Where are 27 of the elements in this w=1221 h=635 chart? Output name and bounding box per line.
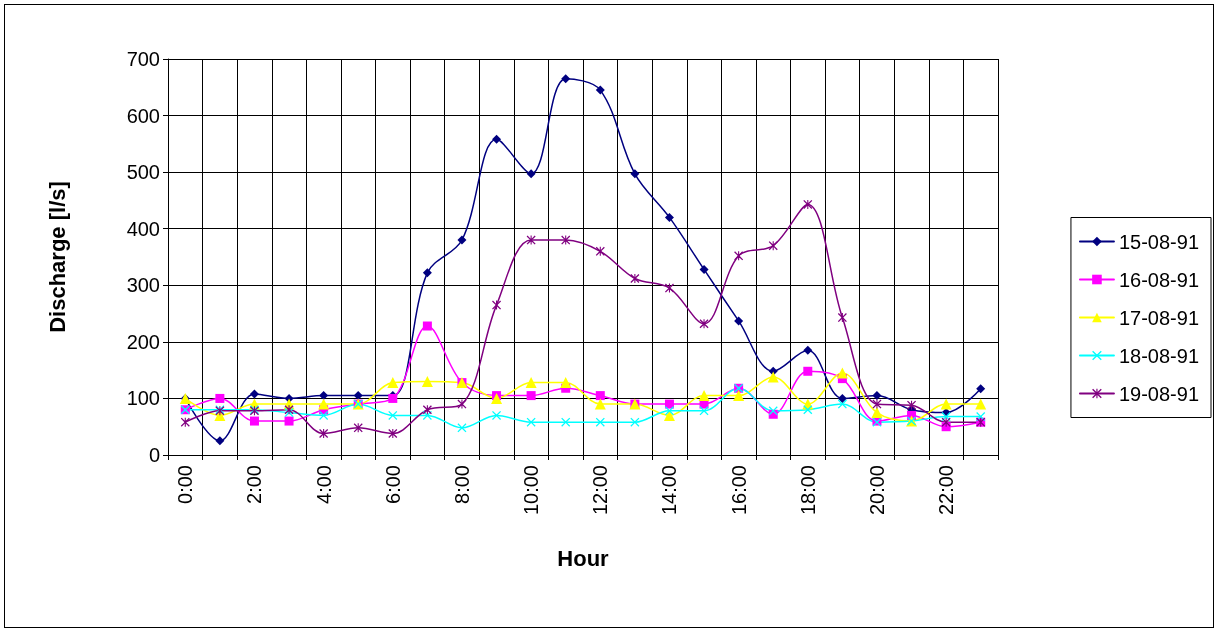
y-tick-label: 400 <box>126 217 160 240</box>
x-tick-label: 0:00 <box>174 465 197 504</box>
y-tick-label: 500 <box>126 161 160 184</box>
y-tick-label: 0 <box>148 444 160 466</box>
x-tick-label: 16:00 <box>727 465 750 516</box>
x-axis-title: Hour <box>557 545 610 571</box>
legend-label: 16-08-91 <box>1118 268 1199 291</box>
x-tick-label: 6:00 <box>381 465 404 504</box>
legend-label: 18-08-91 <box>1118 344 1199 367</box>
x-tick-label: 4:00 <box>312 465 335 504</box>
y-tick-label: 100 <box>126 387 160 410</box>
x-tick-label: 14:00 <box>658 465 681 516</box>
x-tick-label: 2:00 <box>243 465 266 504</box>
legend-label: 15-08-91 <box>1118 230 1199 253</box>
y-tick-label: 700 <box>126 48 160 70</box>
x-tick-label: 18:00 <box>796 465 819 516</box>
x-tick-label: 20:00 <box>865 465 888 516</box>
y-axis-title: Discharge [l/s] <box>44 181 70 333</box>
y-tick-label: 600 <box>126 104 160 127</box>
legend-label: 19-08-91 <box>1118 382 1199 405</box>
x-tick-label: 22:00 <box>935 465 958 516</box>
x-tick-label: 12:00 <box>589 465 612 516</box>
y-tick-label: 300 <box>126 274 160 297</box>
x-tick-label: 8:00 <box>450 465 473 504</box>
y-tick-label: 200 <box>126 330 160 353</box>
x-tick-label: 10:00 <box>520 465 543 516</box>
legend-label: 17-08-91 <box>1118 306 1199 329</box>
